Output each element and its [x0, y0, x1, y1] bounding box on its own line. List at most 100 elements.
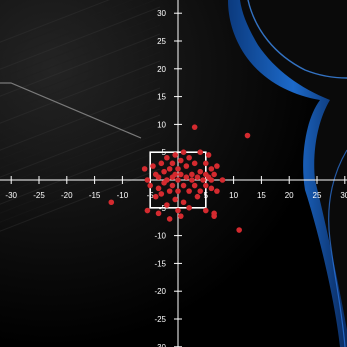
data-point	[186, 188, 192, 194]
data-point	[180, 149, 187, 155]
data-point	[144, 207, 151, 214]
streak-line	[0, 96, 161, 160]
streak-line	[0, 33, 161, 97]
streak-line	[0, 105, 161, 169]
data-point	[158, 191, 165, 197]
data-point	[155, 210, 162, 217]
data-point	[191, 160, 198, 167]
x-tick-label: 25	[313, 191, 322, 200]
streak-line	[0, 78, 161, 142]
x-tick-label: 20	[285, 191, 294, 200]
data-point	[164, 202, 170, 208]
streak-line	[0, 60, 161, 124]
data-point	[191, 124, 198, 130]
data-point	[203, 182, 209, 189]
streak-line	[0, 0, 134, 52]
data-point	[177, 213, 184, 219]
data-point	[203, 207, 209, 214]
data-point	[244, 132, 251, 139]
data-point	[177, 171, 184, 178]
x-tick-label: 15	[257, 191, 266, 200]
y-tick-label: -15	[154, 259, 166, 268]
data-point	[183, 174, 190, 181]
data-point	[169, 160, 176, 167]
y-tick-label: -10	[154, 232, 166, 241]
data-point	[172, 152, 179, 158]
data-point	[150, 163, 156, 169]
streak-line	[0, 42, 161, 106]
data-point	[194, 174, 201, 181]
data-point	[180, 182, 187, 189]
y-tick-label: 30	[157, 9, 166, 18]
y-tick-label: -20	[154, 287, 166, 296]
data-point	[161, 168, 167, 175]
streak-line	[0, 69, 161, 133]
data-points	[108, 124, 251, 233]
data-point	[211, 213, 217, 219]
data-point	[219, 177, 226, 183]
data-point	[208, 185, 215, 192]
data-point	[186, 205, 192, 211]
data-point	[186, 154, 192, 161]
data-point	[141, 166, 148, 172]
x-tick-label: -20	[61, 191, 73, 200]
data-point	[164, 154, 170, 161]
data-point	[194, 193, 201, 200]
data-point	[175, 177, 181, 183]
data-point	[214, 188, 220, 194]
y-tick-label: -25	[154, 315, 166, 324]
data-point	[191, 182, 198, 189]
data-point	[166, 216, 173, 222]
data-point	[203, 160, 209, 167]
data-point	[197, 188, 204, 194]
data-point	[144, 177, 151, 183]
data-point	[175, 188, 181, 194]
streak-line	[0, 0, 110, 43]
data-point	[152, 193, 159, 200]
data-point	[197, 149, 204, 155]
streak-line	[0, 87, 161, 151]
data-point	[177, 157, 184, 164]
bat-silhouette	[0, 82, 142, 139]
data-point	[175, 207, 181, 214]
y-tick-label: 25	[157, 37, 166, 46]
y-tick-label: 20	[157, 65, 166, 74]
data-point	[172, 171, 179, 178]
data-point	[197, 168, 204, 175]
data-point	[183, 163, 190, 169]
streak-line	[0, 150, 161, 214]
data-point	[236, 227, 242, 233]
data-point	[169, 182, 176, 189]
streak-line	[0, 123, 161, 187]
background-streaks	[0, 0, 161, 232]
data-point	[214, 163, 220, 169]
data-point	[200, 177, 206, 183]
data-point	[158, 160, 165, 167]
y-tick-label: -30	[154, 343, 166, 347]
data-point	[175, 166, 181, 172]
data-point	[147, 182, 153, 189]
x-tick-label: 10	[229, 191, 238, 200]
streak-line	[0, 168, 161, 232]
data-point	[166, 166, 173, 172]
data-point	[164, 177, 170, 183]
streak-line	[0, 114, 161, 178]
streak-line	[0, 6, 161, 70]
data-point	[180, 199, 187, 206]
data-point	[208, 177, 215, 183]
x-tick-label: -15	[89, 191, 101, 200]
data-point	[155, 185, 162, 192]
y-tick-label: 10	[157, 120, 166, 129]
batter-silhouette	[228, 0, 347, 347]
y-tick-label: 15	[157, 93, 166, 102]
x-tick-label: 30	[340, 191, 347, 200]
data-point	[155, 174, 162, 181]
streak-line	[0, 51, 161, 115]
data-point	[208, 166, 215, 172]
data-point	[172, 196, 179, 203]
data-point	[211, 171, 217, 178]
x-tick-label: -30	[5, 191, 17, 200]
data-point	[108, 199, 115, 206]
